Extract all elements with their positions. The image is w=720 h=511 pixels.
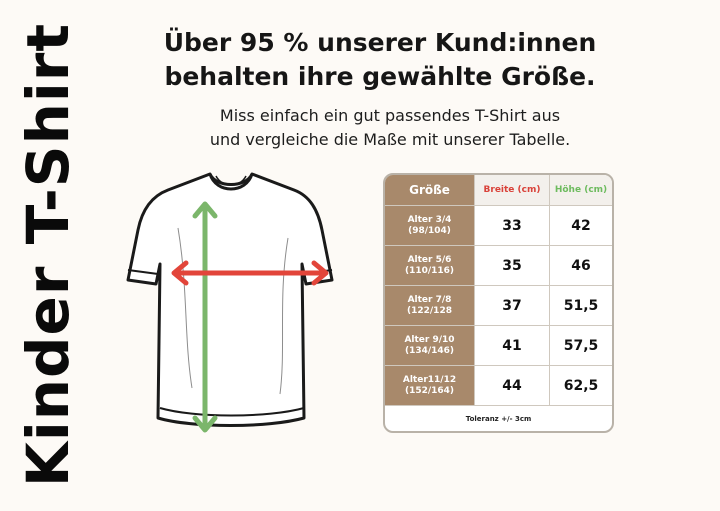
width-value: 41 (475, 326, 550, 365)
size-cell: Alter11/12 (152/164) (385, 366, 475, 405)
size-table: Größe Breite (cm) Höhe (cm) Alter 3/4 (9… (383, 173, 614, 433)
tshirt-illustration (126, 172, 334, 433)
size-range: (110/116) (404, 265, 455, 276)
height-value: 62,5 (563, 377, 599, 394)
header-size: Größe (385, 175, 475, 205)
fold-line (177, 227, 193, 389)
height-value: 57,5 (563, 337, 599, 354)
fold-line (279, 237, 289, 395)
tshirt-collar-inner (215, 175, 247, 186)
headline-line-1: Über 95 % unserer Kund:innen (163, 28, 597, 57)
subline-line-1: Miss einfach ein gut passendes T-Shirt a… (219, 106, 561, 125)
width-value: 44 (475, 366, 550, 405)
table-header-row: Größe Breite (cm) Höhe (cm) (385, 175, 612, 206)
age-label: Alter 3/4 (407, 214, 452, 225)
age-label: Alter 7/8 (407, 294, 452, 305)
height-value: 42 (571, 217, 591, 234)
tolerance-note: Toleranz +/- 3cm (465, 414, 532, 423)
size-range: (134/146) (404, 345, 455, 356)
height-value: 46 (571, 257, 591, 274)
header-width: Breite (cm) (475, 175, 550, 205)
subline-line-2: und vergleiche die Maße mit unserer Tabe… (209, 130, 571, 149)
age-label: Alter 9/10 (404, 334, 455, 345)
size-range: (152/164) (404, 385, 455, 396)
size-cell: Alter 7/8 (122/128 (385, 286, 475, 325)
width-value: 33 (475, 206, 550, 245)
subline: Miss einfach ein gut passendes T-Shirt a… (160, 104, 620, 152)
header-height: Höhe (cm) (550, 175, 612, 205)
headline: Über 95 % unserer Kund:innen behalten ih… (130, 26, 630, 94)
headline-line-2: behalten ihre gewählte Größe. (164, 62, 596, 91)
width-value: 37 (475, 286, 550, 325)
age-label: Alter11/12 (402, 374, 457, 385)
tshirt-collar (208, 173, 254, 191)
height-value: 51,5 (563, 297, 599, 314)
left-sleeve-hem (127, 269, 159, 275)
side-title: Kinder T-Shirt (14, 22, 82, 488)
table-row: Alter 3/4 (98/104) 33 42 (385, 206, 612, 246)
size-cell: Alter 9/10 (134/146) (385, 326, 475, 365)
table-row: Alter 7/8 (122/128 37 51,5 (385, 286, 612, 326)
size-range: (98/104) (408, 225, 451, 236)
table-row: Alter 5/6 (110/116) 35 46 (385, 246, 612, 286)
size-cell: Alter 3/4 (98/104) (385, 206, 475, 245)
age-label: Alter 5/6 (407, 254, 452, 265)
height-arrow-icon (192, 201, 218, 433)
size-range: (122/128 (407, 305, 452, 316)
table-row: Alter11/12 (152/164) 44 62,5 (385, 366, 612, 406)
table-row: Alter 9/10 (134/146) 41 57,5 (385, 326, 612, 366)
width-value: 35 (475, 246, 550, 285)
size-cell: Alter 5/6 (110/116) (385, 246, 475, 285)
width-arrow-icon (171, 260, 329, 286)
bottom-hem (159, 407, 305, 417)
tshirt-body (126, 172, 334, 427)
